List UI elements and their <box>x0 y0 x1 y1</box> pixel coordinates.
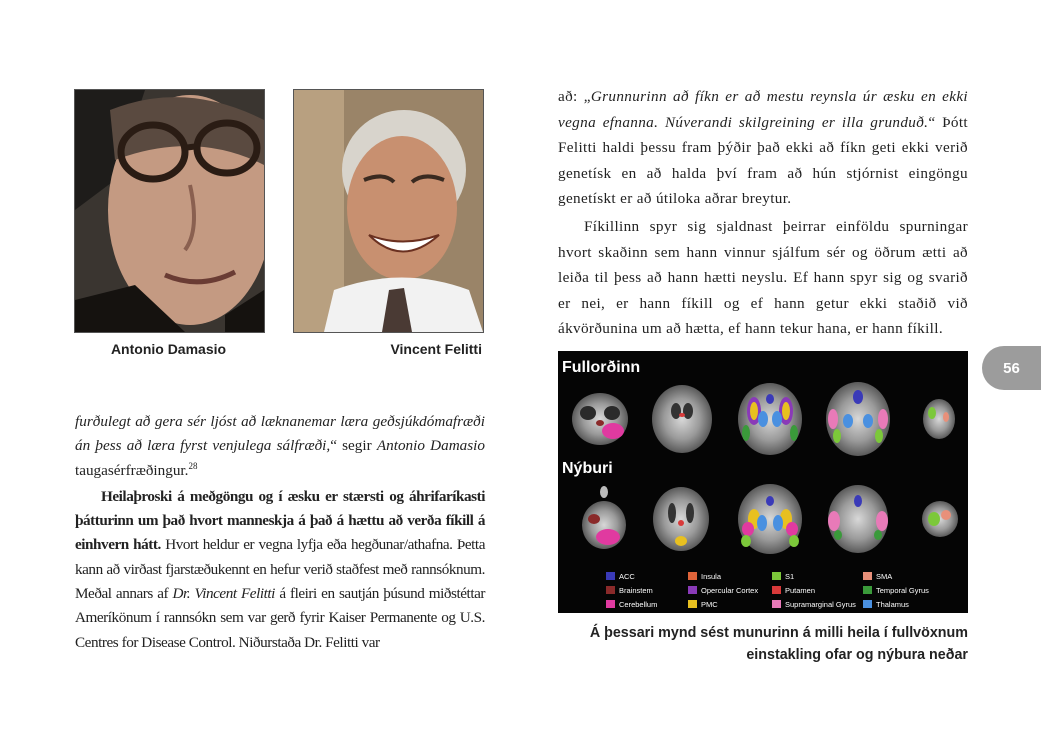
legend-swatch-insula <box>688 572 697 580</box>
paragraph-damasio-quote: furðulegt að gera sér ljóst að læknanema… <box>75 413 485 479</box>
left-column-text: furðulegt að gera sér ljóst að læknanema… <box>75 410 485 655</box>
portrait-image <box>294 90 483 332</box>
legend-item-supramarginal-gyrus: Supramarginal Gyrus <box>785 600 856 609</box>
portrait-image <box>75 90 264 332</box>
figure-label-adult: Fullorðinn <box>562 359 640 376</box>
legend-item-s1: S1 <box>785 572 794 581</box>
footnote-ref: 28 <box>188 460 198 471</box>
legend-swatch-thalamus <box>863 600 872 608</box>
legend-item-brainstem: Brainstem <box>619 586 653 595</box>
right-column-text: að: „Grunnurinn að fíkn er að mestu reyn… <box>558 84 968 342</box>
figure-legend: ACC Insula S1 SMA Brainstem Opercular Co… <box>606 572 929 609</box>
legend-swatch-pmc <box>688 600 697 608</box>
legend-swatch-temporal-gyrus <box>863 586 872 594</box>
newborn-brain-scans <box>582 484 958 554</box>
legend-item-pmc: PMC <box>701 600 718 609</box>
paragraph-felitti-quote: að: „Grunnurinn að fíkn er að mestu reyn… <box>558 88 969 208</box>
photo-caption-damasio: Antonio Damasio <box>110 341 227 357</box>
photo-caption-felitti: Vincent Felitti <box>390 341 482 357</box>
legend-item-cerebellum: Cerebellum <box>619 600 657 609</box>
legend-item-sma: SMA <box>876 572 892 581</box>
legend-swatch-sma <box>863 572 872 580</box>
legend-swatch-brainstem <box>606 586 615 594</box>
legend-item-putamen: Putamen <box>785 586 815 595</box>
legend-swatch-cerebellum <box>606 600 615 608</box>
legend-item-opercular-cortex: Opercular Cortex <box>701 586 758 595</box>
brain-scan-image: Fullorðinn Nýburi <box>558 351 968 613</box>
legend-swatch-s1 <box>772 572 781 580</box>
paragraph-brain-development: Heilaþroski á meðgöngu og í æsku er stær… <box>75 487 485 651</box>
adult-brain-scans <box>572 382 955 456</box>
legend-item-temporal-gyrus: Temporal Gyrus <box>876 586 929 595</box>
photo-antonio-damasio <box>74 89 265 333</box>
legend-swatch-opercular-cortex <box>688 586 697 594</box>
brain-scan-figure: Fullorðinn Nýburi <box>558 351 968 613</box>
legend-swatch-putamen <box>772 586 781 594</box>
legend-swatch-acc <box>606 572 615 580</box>
figure-label-newborn: Nýburi <box>562 460 613 477</box>
page-number-tab: 56 <box>982 346 1041 390</box>
paragraph-addict-question: Fíkillinn spyr sig sjaldnast þeirrar ein… <box>558 217 968 338</box>
figure-caption: Á þessari mynd sést munurinn á milli hei… <box>589 625 968 663</box>
legend-item-thalamus: Thalamus <box>876 600 909 609</box>
legend-swatch-supramarginal-gyrus <box>772 600 781 608</box>
legend-item-insula: Insula <box>701 572 722 581</box>
photo-vincent-felitti <box>293 89 484 333</box>
legend-item-acc: ACC <box>619 572 635 581</box>
